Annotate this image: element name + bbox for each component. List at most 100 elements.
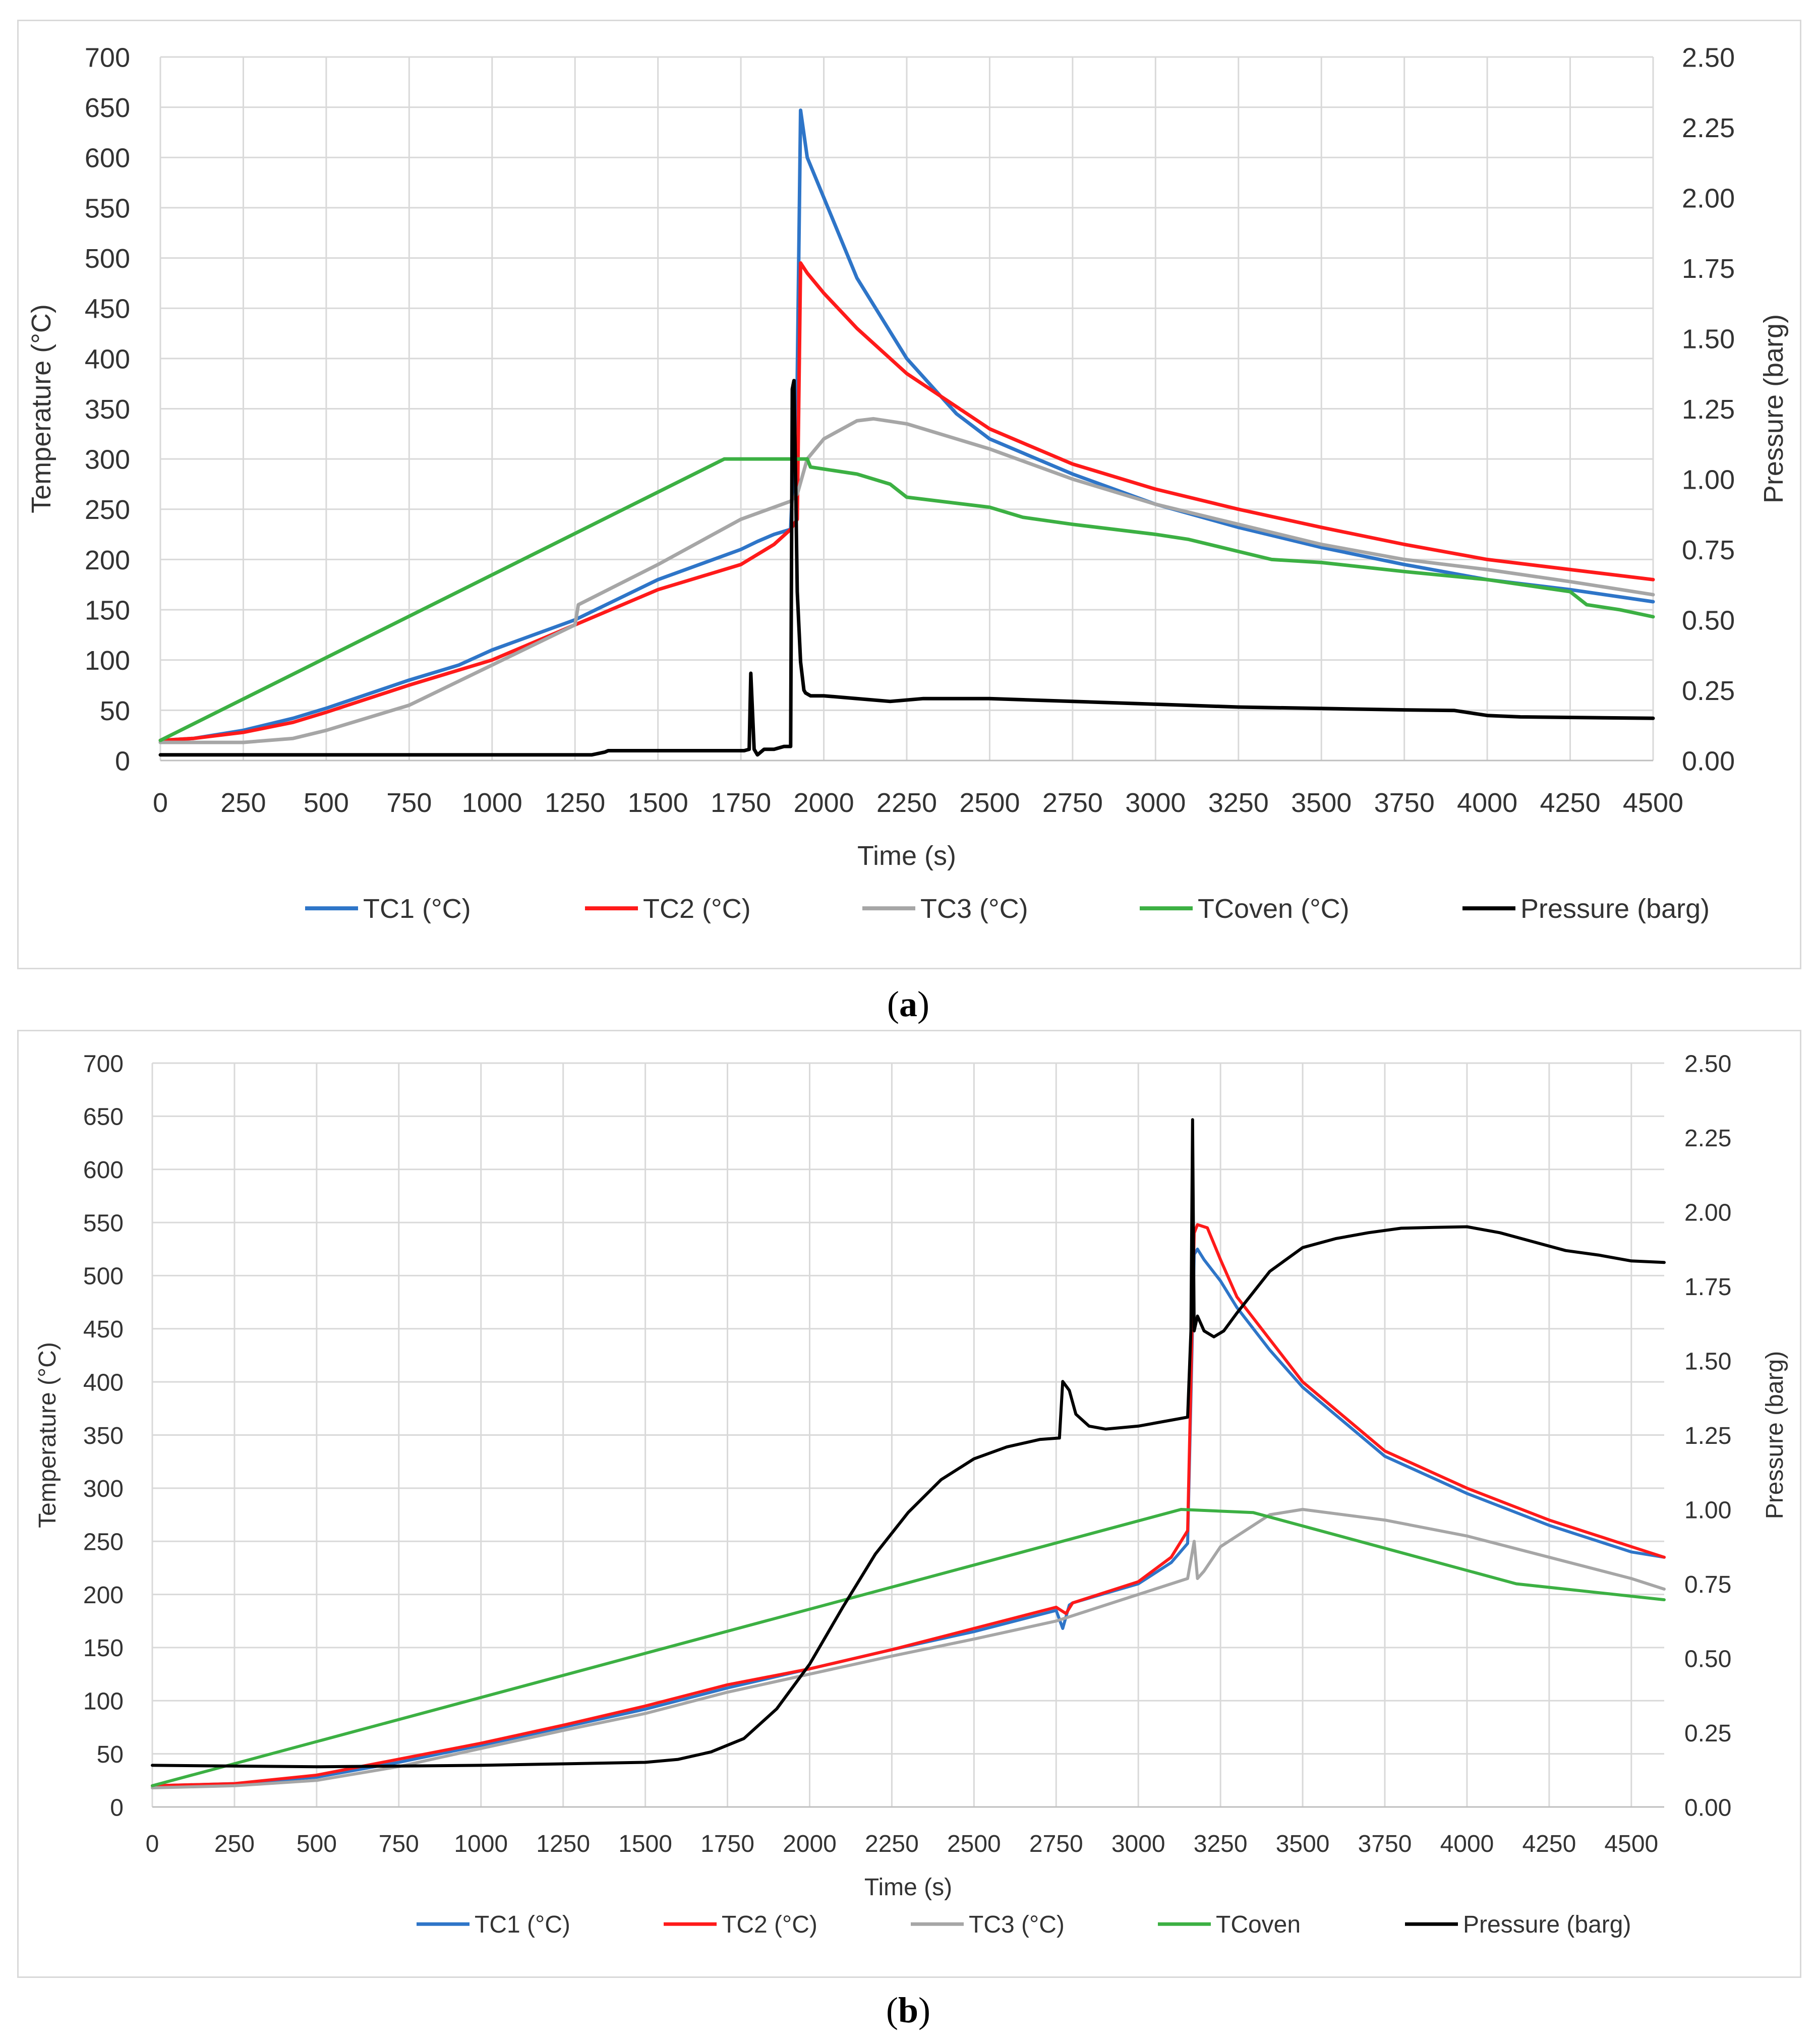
- chart-b-x-tick-label: 2000: [783, 1831, 837, 1857]
- chart-b-x-tick-label: 1000: [454, 1831, 508, 1857]
- chart-b-y-axis-title: Temperature (°C): [34, 1342, 61, 1528]
- chart-a-x-tick-label: 2750: [1042, 788, 1103, 818]
- chart-a-y-tick-label: 150: [85, 596, 130, 626]
- chart-b-x-tick-label: 1250: [536, 1831, 590, 1857]
- chart-a-y-tick-label: 100: [85, 646, 130, 676]
- chart-a-x-tick-label: 3750: [1374, 788, 1435, 818]
- chart-a-legend-label-tc1: TC1 (°C): [363, 894, 471, 924]
- chart-a-x-tick-label: 750: [386, 788, 432, 818]
- chart-a-x-tick-label: 4250: [1540, 788, 1600, 818]
- chart-b-y-tick-label: 200: [83, 1582, 124, 1609]
- chart-b-y-tick-label: 300: [83, 1476, 124, 1502]
- chart-b-x-tick-label: 2750: [1029, 1831, 1083, 1857]
- chart-a-x-tick-label: 1500: [628, 788, 688, 818]
- chart-a-legend-label-tc3: TC3 (°C): [920, 894, 1028, 924]
- chart-b-x-tick-label: 1500: [618, 1831, 672, 1857]
- chart-a-y-axis-title: Temperature (°C): [26, 304, 56, 513]
- chart-a-y2-tick-label: 0.75: [1682, 535, 1735, 565]
- chart-b-y2-tick-label: 1.25: [1684, 1423, 1731, 1449]
- chart-a-y2-tick-label: 2.00: [1682, 183, 1735, 213]
- chart-a-y2-tick-label: 2.50: [1682, 42, 1735, 73]
- chart-b-y-tick-label: 250: [83, 1529, 124, 1555]
- chart-a-y-tick-label: 600: [85, 143, 130, 173]
- chart-a-y2-tick-label: 1.50: [1682, 324, 1735, 354]
- chart-a-series-tc1: [158, 108, 1655, 742]
- chart-b-y2-tick-label: 1.00: [1684, 1497, 1731, 1524]
- caption-a-letter: a: [899, 984, 917, 1024]
- chart-a-x-tick-label: 4000: [1457, 788, 1517, 818]
- chart-a-y-tick-label: 250: [85, 495, 130, 525]
- chart-b-x-tick-label: 500: [297, 1831, 337, 1857]
- chart-a-y-tick-label: 550: [85, 193, 130, 223]
- chart-b-legend-label-tc3: TC3 (°C): [969, 1911, 1065, 1938]
- chart-b-x-axis-title: Time (s): [864, 1874, 952, 1901]
- chart-b-series-tc3: [151, 1508, 1666, 1790]
- chart-a-frame: [17, 20, 1801, 969]
- chart-b-y2-tick-label: 2.00: [1684, 1199, 1731, 1226]
- chart-b-y-tick-label: 0: [110, 1794, 124, 1821]
- chart-b-y-tick-label: 700: [83, 1050, 124, 1077]
- chart-b-series-tcoven: [151, 1508, 1666, 1787]
- chart-b-y-tick-label: 350: [83, 1423, 124, 1449]
- chart-b-y2-axis-title: Pressure (barg): [1762, 1351, 1788, 1519]
- chart-a-y-tick-label: 450: [85, 294, 130, 324]
- chart-a-y-tick-label: 350: [85, 394, 130, 425]
- chart-a-x-tick-label: 1750: [711, 788, 771, 818]
- chart-a-x-tick-label: 2000: [793, 788, 854, 818]
- caption-b: (b): [886, 1990, 930, 2030]
- chart-a-y2-tick-label: 1.75: [1682, 254, 1735, 284]
- chart-b-x-tick-label: 3500: [1276, 1831, 1330, 1857]
- chart-a-y2-tick-label: 0.50: [1682, 605, 1735, 635]
- chart-b-y2-tick-label: 0.25: [1684, 1720, 1731, 1747]
- chart-a-x-tick-label: 4500: [1623, 788, 1683, 818]
- chart-b-x-tick-label: 4250: [1522, 1831, 1576, 1857]
- chart-b-x-tick-label: 3750: [1358, 1831, 1412, 1857]
- chart-b-y-tick-label: 100: [83, 1688, 124, 1715]
- chart-b-y-tick-label: 650: [83, 1104, 124, 1131]
- caption-b-letter: b: [898, 1990, 919, 2030]
- chart-b-legend-label-tc1: TC1 (°C): [475, 1911, 570, 1938]
- chart-b-x-tick-label: 4000: [1440, 1831, 1494, 1857]
- chart-a-series-pressure: [158, 379, 1655, 757]
- chart-a-legend-label-tcoven: TCoven (°C): [1198, 894, 1350, 924]
- chart-a-legend-label-pressure: Pressure (barg): [1520, 894, 1710, 924]
- chart-a-x-tick-label: 1000: [462, 788, 522, 818]
- chart-a-y2-tick-label: 2.25: [1682, 113, 1735, 143]
- chart-b-legend-label-pressure: Pressure (barg): [1463, 1911, 1631, 1938]
- chart-a-legend-label-tc2: TC2 (°C): [643, 894, 751, 924]
- chart-a-y-tick-label: 500: [85, 244, 130, 274]
- chart-a-y-tick-label: 50: [100, 696, 130, 726]
- chart-b-y-tick-label: 400: [83, 1369, 124, 1396]
- chart-b-x-tick-label: 250: [214, 1831, 255, 1857]
- chart-b-x-tick-label: 3000: [1111, 1831, 1165, 1857]
- chart-b-y2-tick-label: 0.50: [1684, 1646, 1731, 1672]
- chart-b-series-tc1: [151, 1247, 1666, 1787]
- chart-b-y2-tick-label: 0.75: [1684, 1571, 1731, 1598]
- caption-a: (a): [887, 984, 929, 1024]
- chart-b-y2-tick-label: 1.50: [1684, 1348, 1731, 1375]
- chart-a-y-tick-label: 300: [85, 445, 130, 475]
- chart-a-x-tick-label: 3000: [1125, 788, 1186, 818]
- chart-b-y-tick-label: 50: [97, 1741, 124, 1768]
- chart-a-series-tc2: [158, 261, 1655, 742]
- chart-b-x-tick-label: 2500: [947, 1831, 1001, 1857]
- chart-a-x-tick-label: 0: [153, 788, 168, 818]
- chart-a-x-axis-title: Time (s): [857, 841, 956, 871]
- chart-b-y-tick-label: 150: [83, 1635, 124, 1662]
- chart-b-x-tick-label: 750: [379, 1831, 419, 1857]
- chart-a-y-tick-label: 400: [85, 344, 130, 374]
- chart-b-y2-tick-label: 0.00: [1684, 1794, 1731, 1821]
- chart-a-y2-axis-title: Pressure (barg): [1759, 314, 1789, 503]
- chart-b-x-tick-label: 1750: [700, 1831, 754, 1857]
- chart-a-y2-tick-label: 0.00: [1682, 746, 1735, 776]
- chart-a-y2-tick-label: 1.00: [1682, 464, 1735, 495]
- chart-b-x-tick-label: 2250: [865, 1831, 919, 1857]
- chart-b-y-tick-label: 550: [83, 1210, 124, 1237]
- chart-b-series-tc2: [151, 1223, 1666, 1787]
- chart-a-series-tc3: [158, 417, 1655, 744]
- chart-b-legend-label-tc2: TC2 (°C): [722, 1911, 817, 1938]
- chart-a-y-tick-label: 0: [115, 746, 130, 776]
- chart-b-x-tick-label: 4500: [1604, 1831, 1658, 1857]
- chart-b-x-tick-label: 0: [146, 1831, 159, 1857]
